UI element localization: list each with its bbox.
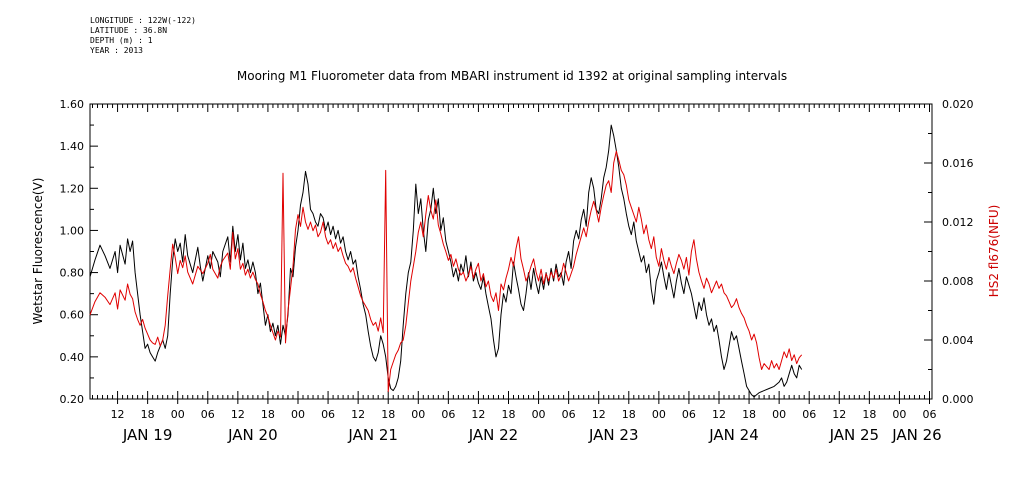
x-hour-label: 12 <box>351 408 365 421</box>
y-left-tick-label: 1.40 <box>60 140 85 153</box>
x-hour-label: 18 <box>622 408 636 421</box>
x-hour-label: 00 <box>171 408 185 421</box>
y-right-tick-label: 0.016 <box>942 157 974 170</box>
x-hour-label: 18 <box>742 408 756 421</box>
longitude-label: LONGITUDE : 122W(-122) <box>90 16 196 25</box>
x-hour-label: 06 <box>802 408 816 421</box>
year-label: YEAR : 2013 <box>90 46 143 55</box>
series-line-wetstar <box>89 124 803 398</box>
x-hour-label: 00 <box>772 408 786 421</box>
x-day-label: JAN 23 <box>588 426 639 444</box>
y-left-tick-label: 0.40 <box>60 351 85 364</box>
x-hour-label: 12 <box>712 408 726 421</box>
x-hour-label: 00 <box>892 408 906 421</box>
y-left-tick-label: 0.80 <box>60 267 85 280</box>
x-hour-label: 18 <box>141 408 155 421</box>
latitude-label: LATITUDE : 36.8N <box>90 26 168 35</box>
x-hour-label: 06 <box>321 408 335 421</box>
x-hour-label: 00 <box>291 408 305 421</box>
x-hour-label: 12 <box>111 408 125 421</box>
x-hour-label: 18 <box>501 408 515 421</box>
x-hour-label: 18 <box>862 408 876 421</box>
x-hour-label: 18 <box>261 408 275 421</box>
x-hour-label: 00 <box>411 408 425 421</box>
x-day-label: JAN 22 <box>468 426 519 444</box>
y-left-tick-label: 1.60 <box>60 98 85 111</box>
x-hour-label: 18 <box>381 408 395 421</box>
x-hour-label: 06 <box>922 408 936 421</box>
x-hour-label: 06 <box>682 408 696 421</box>
y-axis-right-label: HS2 fl676(NFU) <box>987 205 1001 298</box>
y-right-tick-label: 0.020 <box>942 98 974 111</box>
y-axis-left-label: Wetstar Fluorescence(V) <box>31 178 45 325</box>
y-right-tick-label: 0.008 <box>942 275 974 288</box>
x-day-label: JAN 19 <box>122 426 173 444</box>
y-left-tick-label: 0.20 <box>60 393 85 406</box>
y-right-tick-label: 0.004 <box>942 334 974 347</box>
x-hour-label: 12 <box>471 408 485 421</box>
x-hour-label: 06 <box>562 408 576 421</box>
axes-group: 0.20 0.40 0.60 0.80 1.00 1.20 1.40 1.60 0.000 0.0… <box>60 98 974 444</box>
y-left-tick-label: 1.20 <box>60 182 85 195</box>
x-day-label: JAN 20 <box>227 426 278 444</box>
y-right-tick-label: 0.012 <box>942 216 974 229</box>
y-left-tick-label: 1.00 <box>60 224 85 237</box>
series-line-hs2-fl676 <box>89 150 803 393</box>
x-hour-label: 06 <box>441 408 455 421</box>
depth-label: DEPTH (m) : 1 <box>90 36 153 45</box>
x-hour-label: 00 <box>532 408 546 421</box>
x-day-label: JAN 25 <box>829 426 880 444</box>
y-left-tick-label: 0.60 <box>60 309 85 322</box>
y-right-tick-label: 0.000 <box>942 393 974 406</box>
x-day-label: JAN 21 <box>347 426 398 444</box>
chart-title: Mooring M1 Fluorometer data from MBARI i… <box>237 69 787 83</box>
plot-frame <box>89 103 933 400</box>
x-day-label: JAN 24 <box>708 426 759 444</box>
x-hour-label: 12 <box>231 408 245 421</box>
x-hour-label: 12 <box>592 408 606 421</box>
x-day-label: JAN 26 <box>891 426 942 444</box>
x-hour-label: 12 <box>832 408 846 421</box>
series-group <box>89 124 803 398</box>
x-hour-label: 06 <box>201 408 215 421</box>
x-hour-label: 00 <box>652 408 666 421</box>
station-metadata: LONGITUDE : 122W(-122) LATITUDE : 36.8N … <box>90 16 196 56</box>
